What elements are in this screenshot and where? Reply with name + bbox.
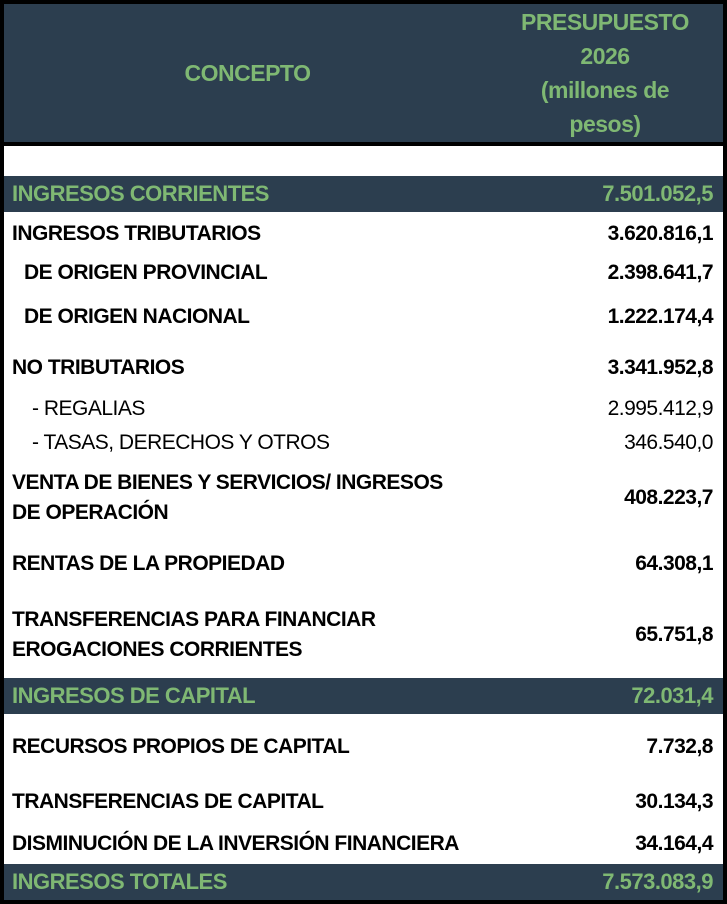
row-label-line-1: TRANSFERENCIAS PARA FINANCIAR — [12, 608, 376, 631]
section-value: 7.573.083,9 — [602, 869, 713, 894]
row-label: DE ORIGEN NACIONAL — [24, 305, 250, 328]
row-label-line-1: VENTA DE BIENES Y SERVICIOS/ INGRESOS — [12, 471, 443, 494]
row-disminucion-inversion-financiera: DISMINUCIÓN DE LA INVERSIÓN FINANCIERA 3… — [4, 824, 723, 864]
row-label-line-2: DE OPERACIÓN — [12, 501, 169, 524]
row-value: 64.308,1 — [635, 552, 713, 575]
budget-column-header: PRESUPUESTO 2026 (millones de pesos) — [491, 5, 723, 141]
row-ingresos-tributarios: INGRESOS TRIBUTARIOS 3.620.816,1 — [4, 212, 723, 256]
row-no-tributarios: NO TRIBUTARIOS 3.341.952,8 — [4, 344, 723, 392]
section-label: INGRESOS DE CAPITAL — [12, 683, 256, 708]
row-value: 65.751,8 — [635, 623, 713, 646]
row-label: - REGALIAS — [32, 397, 145, 420]
row-label-line-2: EROGACIONES CORRIENTES — [12, 638, 303, 661]
section-value: 7.501.052,5 — [602, 181, 713, 206]
row-value: 1.222.174,4 — [607, 305, 714, 328]
row-label: NO TRIBUTARIOS — [12, 356, 185, 379]
row-value: 3.341.952,8 — [607, 356, 714, 379]
budget-header-line-3: (millones de — [540, 77, 670, 103]
row-value: 346.540,0 — [624, 431, 713, 454]
budget-header-line-2: 2026 — [580, 43, 630, 69]
budget-header-line-1: PRESUPUESTO — [521, 9, 689, 35]
row-label: DISMINUCIÓN DE LA INVERSIÓN FINANCIERA — [12, 832, 459, 855]
row-value: 7.732,8 — [646, 735, 713, 758]
section-row-ingresos-corrientes: INGRESOS CORRIENTES 7.501.052,5 — [4, 176, 723, 212]
section-label: INGRESOS CORRIENTES — [12, 181, 269, 206]
section-row-ingresos-de-capital: INGRESOS DE CAPITAL 72.031,4 — [4, 678, 723, 714]
row-label: DE ORIGEN PROVINCIAL — [24, 261, 268, 284]
row-label: TRANSFERENCIAS PARA FINANCIAR EROGACIONE… — [12, 605, 635, 665]
row-label: RENTAS DE LA PROPIEDAD — [12, 552, 285, 575]
budget-header-line-4: pesos) — [569, 111, 641, 137]
row-value: 2.995.412,9 — [607, 397, 714, 420]
row-tasas-derechos-otros: - TASAS, DERECHOS Y OTROS 346.540,0 — [4, 426, 723, 460]
row-label: RECURSOS PROPIOS DE CAPITAL — [12, 735, 350, 758]
row-label: INGRESOS TRIBUTARIOS — [12, 222, 261, 245]
capital-detail-block: RECURSOS PROPIOS DE CAPITAL 7.732,8 TRAN… — [4, 714, 723, 864]
concept-column-header: CONCEPTO — [184, 59, 311, 86]
row-transferencias-de-capital: TRANSFERENCIAS DE CAPITAL 30.134,3 — [4, 780, 723, 824]
section-label: INGRESOS TOTALES — [12, 869, 227, 894]
spacer-row — [4, 146, 723, 176]
row-label: TRANSFERENCIAS DE CAPITAL — [12, 790, 324, 813]
row-value: 34.164,4 — [635, 832, 713, 855]
row-value: 408.223,7 — [624, 486, 713, 509]
row-regalias: - REGALIAS 2.995.412,9 — [4, 392, 723, 426]
corrientes-detail-block: INGRESOS TRIBUTARIOS 3.620.816,1 DE ORIG… — [4, 212, 723, 678]
row-recursos-propios-de-capital: RECURSOS PROPIOS DE CAPITAL 7.732,8 — [4, 714, 723, 780]
row-value: 2.398.641,7 — [607, 261, 714, 284]
row-label: VENTA DE BIENES Y SERVICIOS/ INGRESOS DE… — [12, 468, 624, 528]
row-venta-bienes-servicios: VENTA DE BIENES Y SERVICIOS/ INGRESOS DE… — [4, 460, 723, 536]
row-transferencias-financiar-erogaciones: TRANSFERENCIAS PARA FINANCIAR EROGACIONE… — [4, 592, 723, 678]
row-value: 3.620.816,1 — [607, 222, 714, 245]
row-de-origen-nacional: DE ORIGEN NACIONAL 1.222.174,4 — [4, 290, 723, 344]
section-value: 72.031,4 — [631, 683, 713, 708]
table-header-row: CONCEPTO PRESUPUESTO 2026 (millones de p… — [4, 4, 723, 146]
row-rentas-de-la-propiedad: RENTAS DE LA PROPIEDAD 64.308,1 — [4, 536, 723, 592]
row-de-origen-provincial: DE ORIGEN PROVINCIAL 2.398.641,7 — [4, 256, 723, 290]
row-value: 30.134,3 — [635, 790, 713, 813]
row-label: - TASAS, DERECHOS Y OTROS — [32, 431, 330, 454]
section-row-ingresos-totales: INGRESOS TOTALES 7.573.083,9 — [4, 864, 723, 900]
